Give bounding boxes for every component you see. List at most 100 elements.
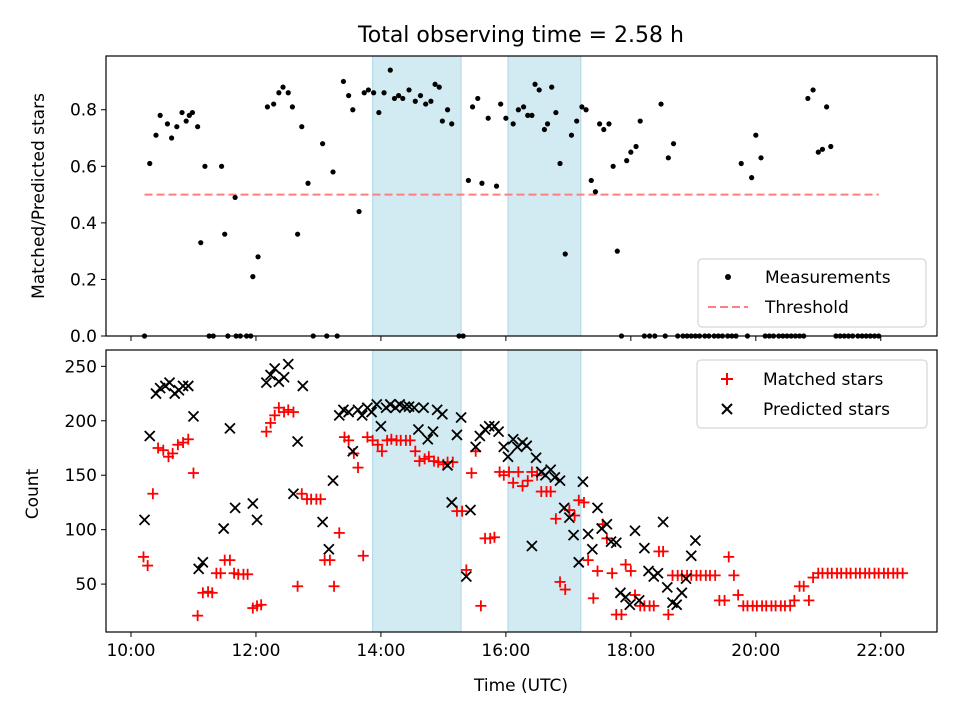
measurement-point [805, 95, 811, 102]
matched-star-point [587, 592, 599, 604]
measurement-point [276, 90, 282, 96]
measurement-point [819, 146, 826, 152]
predicted-star-point [297, 380, 309, 392]
measurement-point [428, 98, 434, 104]
measurement-point [529, 112, 535, 118]
top-x-ticks [130, 336, 882, 341]
matched-star-point [432, 456, 444, 468]
predicted-star-point [193, 563, 205, 575]
matched-star-point [157, 444, 169, 456]
measurement-point [469, 104, 476, 110]
measurement-point [557, 160, 563, 167]
predicted-star-point [676, 587, 688, 599]
measurement-point [396, 92, 402, 99]
bottom-panel: 10:00 12:00 14:00 16:00 18:00 20:00 22:00 50 10… [23, 349, 938, 696]
predicted-star-point [282, 358, 294, 370]
measurement-point [183, 118, 189, 124]
matched-star-point [187, 467, 199, 479]
matched-star-point [343, 434, 355, 446]
measurement-point [503, 115, 509, 121]
predicted-star-point [342, 406, 355, 418]
predicted-star-point [633, 594, 645, 607]
predicted-star-point [138, 514, 151, 526]
predicted-star-point [269, 362, 281, 375]
measurement-point [665, 155, 671, 161]
matched-star-point [788, 594, 800, 606]
predicted-star-point [323, 543, 335, 555]
matched-star-point [503, 466, 515, 478]
predicted-star-point [441, 459, 454, 472]
top-axes-frame [105, 55, 938, 337]
predicted-star-point [638, 542, 651, 554]
measurement-point [365, 87, 372, 93]
predicted-star-point [291, 435, 304, 448]
measurement-point [432, 81, 438, 87]
legend-predicted-label: Predicted stars [763, 400, 890, 420]
predicted-star-point [554, 475, 566, 487]
matched-star-point [324, 554, 336, 566]
measurement-point [588, 177, 594, 184]
measurement-point [412, 98, 418, 104]
predicted-star-point [657, 516, 669, 528]
predicted-star-point [177, 380, 189, 392]
matched-star-point [265, 417, 277, 429]
predicted-star-point [422, 433, 434, 445]
measurement-point [601, 126, 607, 133]
measurement-point [592, 189, 599, 195]
matched-star-point [137, 551, 149, 563]
matched-star-point [662, 609, 674, 621]
predicted-star-point [521, 440, 533, 452]
measurement-point [568, 132, 575, 138]
predicted-star-point [347, 445, 359, 457]
predicted-star-point [470, 441, 482, 453]
measurement-point [280, 84, 286, 90]
matched-star-point [550, 513, 562, 525]
measurement-point [475, 95, 481, 102]
predicted-star-point [502, 451, 514, 463]
measurement-point [202, 163, 208, 169]
measurement-point [525, 112, 531, 118]
predicted-star-point [247, 497, 259, 510]
matched-star-point [732, 589, 744, 601]
matched-star-point [897, 567, 909, 579]
measurement-point [574, 118, 580, 124]
predicted-star-point [545, 464, 557, 476]
measurement-point [376, 109, 382, 116]
predicted-star-point [182, 380, 194, 392]
matched-star-point [260, 426, 272, 438]
y-tick-label: 0.0 [70, 327, 97, 347]
measurement-point [198, 240, 204, 246]
legend-matched-marker [721, 373, 733, 385]
measurement-point [346, 92, 352, 99]
matched-star-point [287, 406, 299, 418]
matched-star-point [798, 580, 810, 592]
predicted-star-point [446, 496, 458, 509]
matched-star-point [333, 527, 345, 539]
matched-star-point [582, 554, 594, 566]
predicted-star-point [417, 402, 430, 414]
measurement-point [371, 90, 377, 96]
measurement-point [758, 155, 764, 161]
predicted-star-point [224, 422, 236, 435]
matched-star-point [404, 434, 416, 446]
x-axis-label: Time (UTC) [473, 676, 568, 696]
matched-star-point [409, 445, 421, 457]
matched-star-point [709, 569, 721, 581]
measurement-point [753, 132, 759, 138]
predicted-star-point [260, 377, 273, 389]
matched-star-point [296, 488, 308, 500]
matched-star-point [625, 565, 637, 577]
predicted-star-point [483, 420, 495, 432]
predicted-star-point [558, 502, 570, 514]
matched-star-point [554, 576, 566, 588]
matched-star-point [723, 551, 735, 563]
predicted-star-point [316, 516, 329, 528]
measurement-point [738, 160, 744, 167]
y-tick-label: 0.6 [70, 157, 97, 177]
measurement-point [532, 81, 538, 87]
measurement-point [218, 163, 225, 169]
predicted-star-point [586, 543, 598, 555]
predicted-star-point [671, 599, 683, 611]
top-legend: Measurements Threshold [697, 258, 927, 328]
matched-star-point [215, 567, 227, 579]
